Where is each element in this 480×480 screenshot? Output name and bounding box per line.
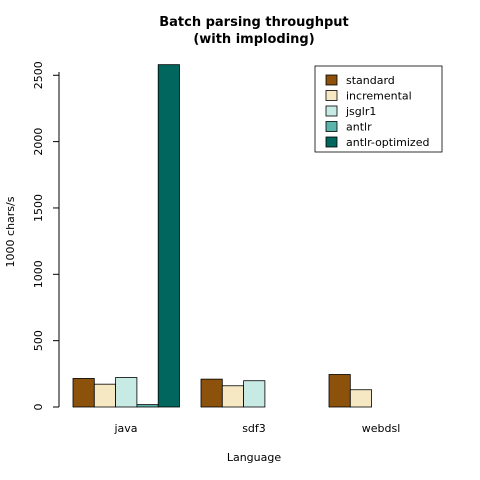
bar-standard-sdf3 [200,378,223,408]
bar-standard-java [72,378,95,408]
y-tick-label: 1500 [32,194,45,222]
y-tick-label: 500 [32,330,45,351]
bar-jsglr1-sdf3 [243,380,266,408]
legend-label-incremental: incremental [346,90,412,103]
legend-swatch-incremental [325,90,338,101]
y-tick-label: 1000 [32,260,45,288]
y-tick-label: 2000 [32,128,45,156]
legend-swatch-antlr-optimized [325,136,338,148]
chart-subtitle: (with imploding) [193,32,314,47]
legend: standard incremental jsglr1 antlr antlr-opti… [314,65,443,153]
x-tick-label-webdsl: webdsl [362,422,401,435]
legend-swatch-antlr [325,121,338,132]
bar-incremental-java [93,383,117,408]
y-axis-ticks: 0 500 1000 1500 2000 2500 [32,61,59,411]
bar-standard-webdsl [328,374,351,408]
bar-antlr-java [136,404,159,408]
x-tick-label-sdf3: sdf3 [242,422,266,435]
x-axis-label: Language [227,451,282,464]
legend-label-jsglr1: jsglr1 [345,105,376,118]
y-tick-label: 2500 [32,61,45,89]
legend-swatch-standard [325,74,338,86]
bars-group [72,64,372,408]
bar-jsglr1-java [115,377,138,408]
bar-incremental-webdsl [349,389,372,408]
y-axis-label: 1000 chars/s [4,196,17,267]
y-tick-label: 0 [32,404,45,411]
legend-swatch-jsglr1 [325,105,338,117]
x-tick-label-java: java [113,422,137,435]
legend-label-standard: standard [346,74,395,87]
chart-title: Batch parsing throughput [159,15,349,30]
legend-label-antlr: antlr [346,121,372,134]
legend-label-antlr-optimized: antlr-optimized [346,136,429,149]
bar-incremental-sdf3 [221,385,245,408]
bar-antlr-optimized-java [157,64,180,408]
x-axis-tick-labels: java sdf3 webdsl [113,422,400,435]
